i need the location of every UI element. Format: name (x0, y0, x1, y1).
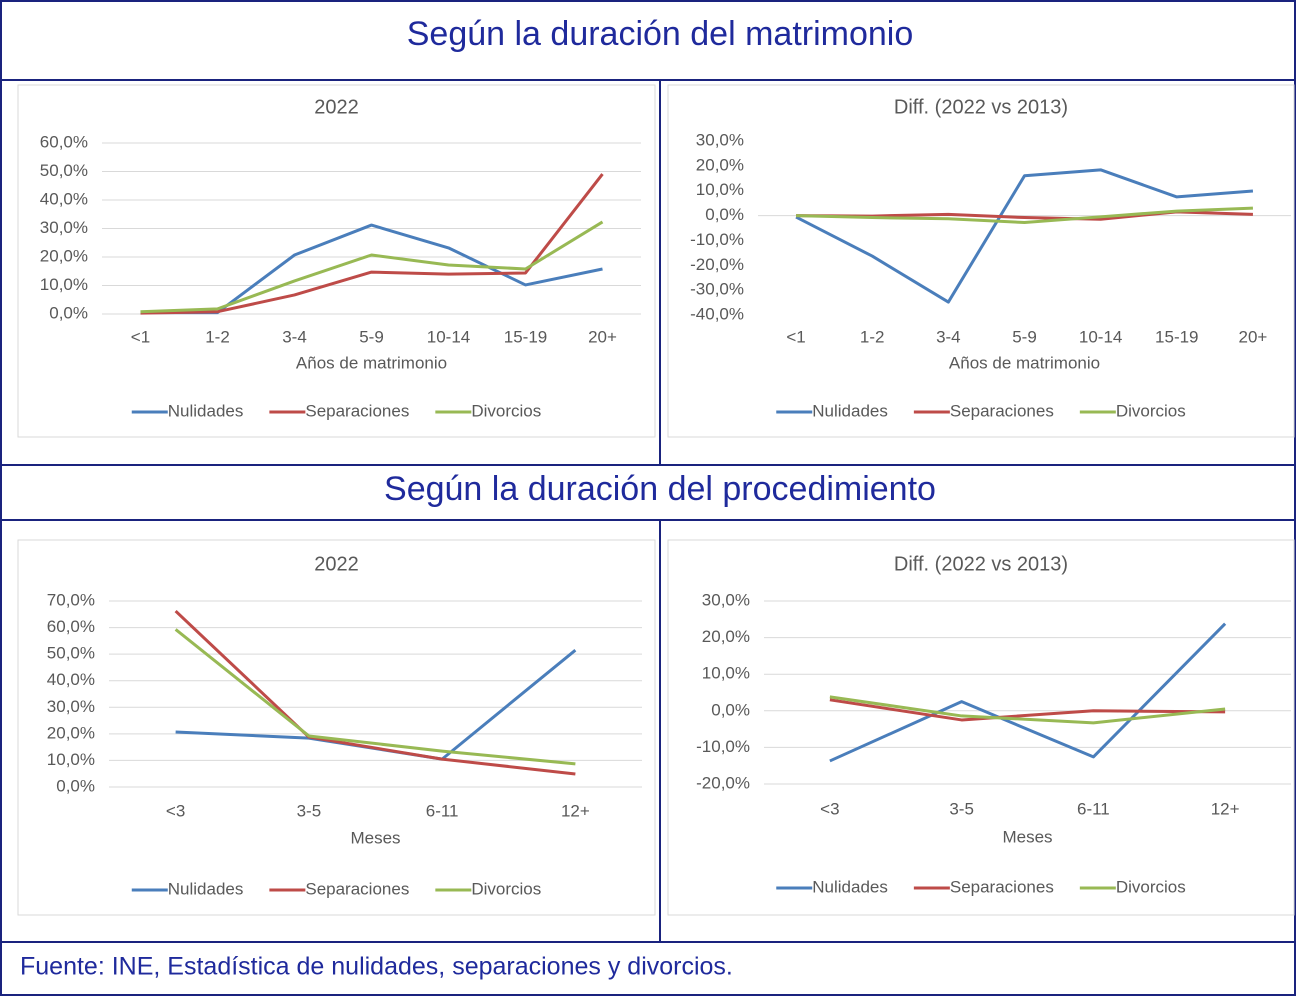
x-tick-label: 10-14 (1079, 327, 1122, 346)
y-tick-label: 10,0% (702, 664, 750, 683)
x-tick-label: 12+ (561, 801, 590, 820)
x-tick-label: 3-5 (949, 799, 974, 818)
y-tick-label: -30,0% (690, 280, 744, 299)
series-line (795, 168, 1254, 304)
legend-label: Separaciones (950, 877, 1054, 896)
x-tick-label: 15-19 (1155, 327, 1198, 346)
chart-title: 2022 (314, 553, 359, 575)
x-axis-title: Años de matrimonio (296, 353, 447, 372)
x-tick-label: <1 (131, 327, 150, 346)
series-line (829, 698, 1226, 722)
series-line (829, 695, 1226, 725)
y-tick-label: 40,0% (47, 670, 95, 689)
y-tick-label: -40,0% (690, 304, 744, 323)
y-tick-label: 20,0% (696, 155, 744, 174)
x-tick-label: 20+ (588, 327, 617, 346)
y-tick-label: 20,0% (40, 246, 88, 265)
x-tick-label: 1-2 (860, 327, 885, 346)
legend-label: Separaciones (950, 401, 1054, 420)
series-line (174, 628, 576, 766)
y-tick-label: -10,0% (690, 230, 744, 249)
y-tick-label: 0,0% (56, 776, 95, 795)
x-tick-label: 3-4 (936, 327, 961, 346)
section-title: Según la duración del procedimiento (384, 470, 936, 508)
series-line (140, 220, 604, 314)
series-line (796, 206, 1253, 225)
x-tick-label: 10-14 (427, 327, 470, 346)
x-tick-label: 3-5 (297, 801, 322, 820)
x-tick-label: 5-9 (1012, 327, 1037, 346)
source-note: Fuente: INE, Estadística de nulidades, s… (20, 953, 733, 981)
legend-label: Divorcios (471, 879, 541, 898)
y-tick-label: 0,0% (711, 700, 750, 719)
x-tick-label: 15-19 (504, 327, 547, 346)
x-tick-label: 20+ (1239, 327, 1268, 346)
y-tick-label: 50,0% (40, 161, 88, 180)
y-tick-label: 20,0% (702, 627, 750, 646)
x-tick-label: 6-11 (1077, 799, 1110, 818)
legend-label: Separaciones (305, 401, 409, 420)
y-tick-label: -20,0% (696, 773, 750, 792)
y-tick-label: 0,0% (49, 303, 88, 322)
x-tick-label: 12+ (1211, 799, 1240, 818)
legend-label: Separaciones (305, 879, 409, 898)
legend-label: Nulidades (168, 401, 244, 420)
chart-frame (17, 84, 656, 438)
x-axis-title: Años de matrimonio (949, 353, 1100, 372)
chart-frame (17, 539, 656, 916)
x-axis-title: Meses (1002, 827, 1052, 846)
legend-label: Divorcios (1116, 401, 1186, 420)
x-tick-label: <3 (820, 799, 839, 818)
y-tick-label: 10,0% (47, 750, 95, 769)
legend-label: Divorcios (1116, 877, 1186, 896)
series-line (174, 610, 576, 776)
chart-title: 2022 (314, 96, 359, 118)
x-tick-label: 3-4 (282, 327, 307, 346)
x-tick-label: <3 (166, 801, 185, 820)
chart-frame (667, 539, 1295, 916)
legend-label: Nulidades (168, 879, 244, 898)
y-tick-label: 30,0% (40, 218, 88, 237)
y-tick-label: 10,0% (40, 275, 88, 294)
chart-title: Diff. (2022 vs 2013) (894, 96, 1068, 118)
y-tick-label: 30,0% (696, 130, 744, 149)
y-tick-label: 70,0% (47, 590, 95, 609)
x-tick-label: <1 (786, 327, 805, 346)
x-tick-label: 1-2 (205, 327, 230, 346)
y-tick-label: 30,0% (47, 697, 95, 716)
series-line (829, 622, 1227, 763)
y-tick-label: 10,0% (696, 180, 744, 199)
y-tick-label: 60,0% (47, 617, 95, 636)
y-tick-label: -20,0% (690, 255, 744, 274)
series-line (140, 173, 604, 315)
x-tick-label: 6-11 (426, 801, 459, 820)
section-title: Según la duración del matrimonio (407, 15, 914, 53)
y-tick-label: 50,0% (47, 644, 95, 663)
x-tick-label: 5-9 (359, 327, 384, 346)
y-tick-label: 40,0% (40, 189, 88, 208)
legend-label: Nulidades (812, 401, 888, 420)
chart-title: Diff. (2022 vs 2013) (894, 553, 1068, 575)
y-tick-label: 0,0% (705, 205, 744, 224)
chart-frame (667, 84, 1295, 438)
x-axis-title: Meses (350, 828, 400, 847)
legend-label: Nulidades (812, 877, 888, 896)
legend-label: Divorcios (471, 401, 541, 420)
y-tick-label: 20,0% (47, 723, 95, 742)
y-tick-label: 30,0% (702, 590, 750, 609)
y-tick-label: -10,0% (696, 737, 750, 756)
y-tick-label: 60,0% (40, 132, 88, 151)
